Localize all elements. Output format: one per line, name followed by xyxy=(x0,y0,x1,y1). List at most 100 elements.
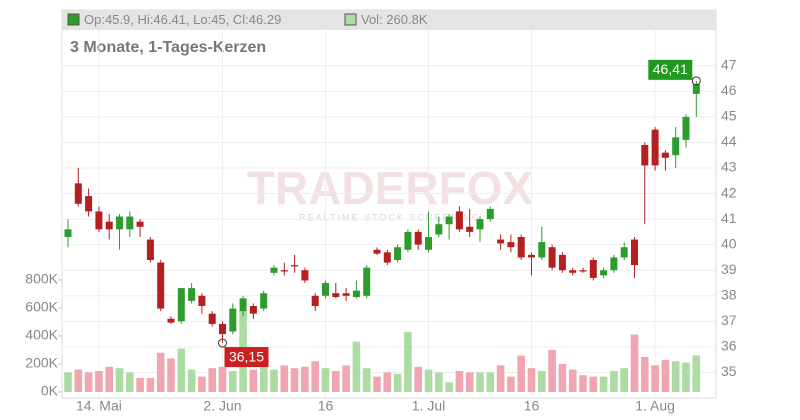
candle-body xyxy=(352,290,360,298)
volume-bar xyxy=(280,365,289,392)
price-header: Op:45.9, Hi:46.41, Lo:45, Cl:46.29 xyxy=(84,12,281,27)
price-legend-swatch xyxy=(67,13,80,26)
candle-body xyxy=(373,249,381,254)
volume-bar xyxy=(568,369,577,392)
candle-body xyxy=(167,318,175,323)
volume-bar xyxy=(270,369,278,392)
x-tick-label: 1. Jul xyxy=(412,398,445,414)
volume-bar xyxy=(208,368,216,392)
candle-body xyxy=(404,231,412,250)
candle-body xyxy=(476,219,484,230)
candle-body xyxy=(528,254,535,258)
candle-body xyxy=(363,267,371,296)
y-tick-label: 46 xyxy=(721,82,737,98)
volume-bar xyxy=(218,366,227,392)
volume-bar xyxy=(486,372,495,392)
volume-bar xyxy=(558,364,567,392)
volume-bar xyxy=(496,365,505,392)
candle-body xyxy=(322,283,329,296)
candle-body xyxy=(177,288,185,322)
y2-tick-label: 800K xyxy=(25,271,58,287)
watermark-sub: REALTIME STOCK SCREENING xyxy=(299,212,481,222)
volume-bar xyxy=(651,365,659,392)
volume-bar xyxy=(393,373,402,392)
volume-bar xyxy=(476,372,484,392)
volume-bar xyxy=(455,371,464,392)
volume-bar xyxy=(136,378,144,392)
volume-bar xyxy=(115,368,124,392)
volume-bar xyxy=(290,368,299,392)
candle-body xyxy=(579,270,587,272)
volume-bar xyxy=(507,376,515,392)
volume-bar xyxy=(321,368,330,392)
candle-body xyxy=(486,208,494,220)
header-bar xyxy=(62,10,716,30)
y2-tick-label: 0K xyxy=(41,383,59,399)
volume-bar xyxy=(661,359,670,392)
candle-body xyxy=(455,211,463,230)
candle-body xyxy=(157,262,165,309)
candle-body xyxy=(188,288,196,301)
y-tick-label: 38 xyxy=(721,286,737,302)
candle-body xyxy=(291,265,299,267)
candle-body xyxy=(435,224,443,235)
volume-bar xyxy=(620,368,628,392)
volume-bar xyxy=(424,369,433,392)
volume-bar xyxy=(404,331,412,392)
extreme-label-box xyxy=(224,347,269,368)
candle-body xyxy=(497,239,505,244)
candle-body xyxy=(208,313,216,324)
candle-body xyxy=(507,242,515,248)
candle-body xyxy=(589,260,597,278)
candle-body xyxy=(600,270,608,276)
candle-body xyxy=(229,308,237,332)
y-tick-label: 37 xyxy=(721,312,737,328)
volume-bar xyxy=(259,365,268,392)
candle-body xyxy=(425,237,432,250)
volume-bar xyxy=(383,372,392,392)
volume-bar xyxy=(84,372,93,392)
volume-bar xyxy=(342,365,350,392)
volume-bar xyxy=(641,357,649,392)
volume-bar xyxy=(445,382,453,392)
candle-body xyxy=(198,295,206,306)
volume-bar xyxy=(167,358,175,392)
candle-body xyxy=(394,247,402,260)
candle-body xyxy=(126,216,134,230)
y-tick-label: 42 xyxy=(721,184,737,200)
volume-bar xyxy=(414,366,422,392)
candle-body xyxy=(219,323,226,335)
volume-bar xyxy=(126,372,134,392)
candle-body xyxy=(445,216,453,225)
y-tick-label: 36 xyxy=(721,338,737,354)
candle-body xyxy=(610,257,618,271)
candle-body xyxy=(672,137,680,156)
volume-bar xyxy=(610,371,618,392)
volume-bar xyxy=(527,368,536,392)
y-tick-label: 35 xyxy=(721,363,737,379)
volume-bar xyxy=(352,341,361,392)
candle-body xyxy=(301,270,309,281)
volume-bar xyxy=(589,376,598,392)
x-tick-label: 16 xyxy=(524,398,540,414)
volume-bar xyxy=(198,376,206,392)
volume-bar xyxy=(95,371,103,392)
x-tick-label: 1. Aug xyxy=(635,398,675,414)
volume-bar xyxy=(74,369,83,392)
volume-bar xyxy=(64,372,72,392)
candle-body xyxy=(620,247,628,258)
candle-body xyxy=(64,229,72,237)
candle-body xyxy=(249,306,257,314)
extreme-marker xyxy=(218,338,227,348)
plot-frame xyxy=(61,9,717,399)
candle-body xyxy=(85,196,93,212)
volume-bar xyxy=(156,352,165,392)
candle-body xyxy=(116,216,123,230)
volume-bar xyxy=(301,366,309,392)
y-tick-label: 47 xyxy=(721,56,737,72)
y-tick-label: 44 xyxy=(721,133,737,149)
volume-bar xyxy=(311,361,319,392)
y-tick-label: 43 xyxy=(721,159,737,175)
candle-body xyxy=(569,270,577,273)
extreme-label: 36,15 xyxy=(229,348,264,364)
